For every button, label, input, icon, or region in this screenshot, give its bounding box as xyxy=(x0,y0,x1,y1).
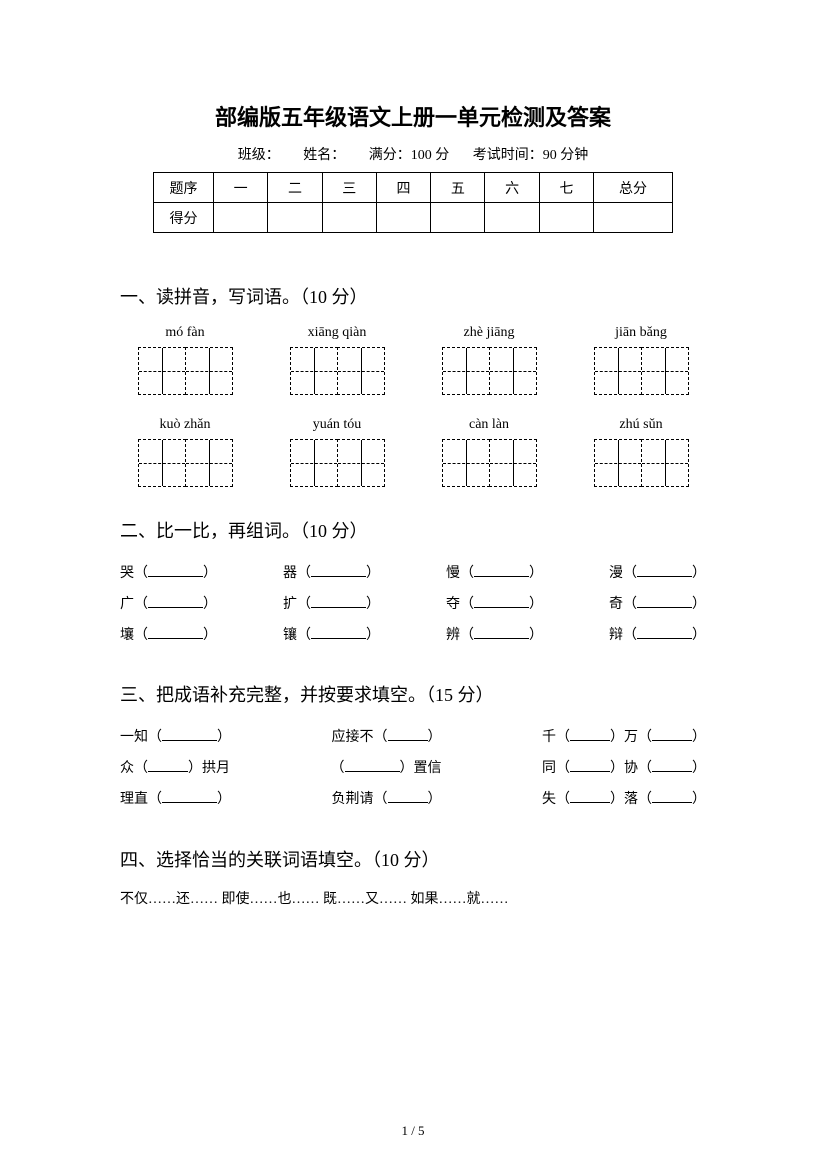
pinyin-group: zhè jiāng xyxy=(424,325,554,395)
idiom-row: 理直（） 负荆请（） 失（）落（） xyxy=(120,785,706,816)
idiom-section: 一知（） 应接不（） 千（）万（） 众（）拱月 （）置信 同（）协（） 理直（）… xyxy=(120,723,706,815)
pinyin-group: yuán tóu xyxy=(272,417,402,487)
write-box[interactable] xyxy=(424,347,554,395)
table-cell[interactable] xyxy=(485,203,539,233)
compare-row: 哭（） 器（） 慢（） 漫（） xyxy=(120,559,706,590)
pinyin-text: jiān bǎng xyxy=(576,325,706,341)
table-row: 题序 一 二 三 四 五 六 七 总分 xyxy=(154,173,673,203)
conjunction-options: 不仅……还…… 即使……也…… 既……又…… 如果……就…… xyxy=(120,888,706,908)
page-title: 部编版五年级语文上册一单元检测及答案 xyxy=(120,100,706,132)
table-cell[interactable] xyxy=(214,203,268,233)
idiom-item: 众（）拱月 xyxy=(120,754,230,785)
pinyin-text: càn làn xyxy=(424,417,554,433)
compare-item: 辩（） xyxy=(609,621,706,652)
table-cell: 二 xyxy=(268,173,322,203)
pinyin-row: mó fàn xiāng qiàn zhè jiāng jiān bǎng xyxy=(120,325,706,395)
idiom-item: 负荆请（） xyxy=(332,785,442,816)
table-cell: 七 xyxy=(539,173,593,203)
idiom-item: 同（）协（） xyxy=(542,754,706,785)
table-cell: 题序 xyxy=(154,173,214,203)
class-label: 班级： xyxy=(238,148,280,163)
table-cell: 五 xyxy=(431,173,485,203)
pinyin-section: mó fàn xiāng qiàn zhè jiāng jiān bǎng ku… xyxy=(120,325,706,487)
compare-item: 漫（） xyxy=(609,559,706,590)
table-cell[interactable] xyxy=(539,203,593,233)
table-cell[interactable] xyxy=(376,203,430,233)
pinyin-text: yuán tóu xyxy=(272,417,402,433)
pinyin-text: zhú sǔn xyxy=(576,417,706,433)
write-box[interactable] xyxy=(576,439,706,487)
compare-row: 广（） 扩（） 夺（） 奇（） xyxy=(120,590,706,621)
compare-item: 壤（） xyxy=(120,621,217,652)
table-cell: 六 xyxy=(485,173,539,203)
fullscore-label: 满分：100 分 xyxy=(369,148,450,163)
write-box[interactable] xyxy=(120,439,250,487)
idiom-row: 众（）拱月 （）置信 同（）协（） xyxy=(120,754,706,785)
table-cell[interactable] xyxy=(594,203,673,233)
table-cell[interactable] xyxy=(431,203,485,233)
section4-heading: 四、选择恰当的关联词语填空。（10 分） xyxy=(120,846,706,872)
compare-item: 哭（） xyxy=(120,559,217,590)
compare-item: 器（） xyxy=(283,559,380,590)
table-cell[interactable] xyxy=(268,203,322,233)
exam-info: 班级： 姓名： 满分：100 分 考试时间：90 分钟 xyxy=(120,144,706,164)
write-box[interactable] xyxy=(272,439,402,487)
compare-item: 奇（） xyxy=(609,590,706,621)
compare-section: 哭（） 器（） 慢（） 漫（） 广（） 扩（） 夺（） 奇（） 壤（） 镶（） … xyxy=(120,559,706,651)
idiom-row: 一知（） 应接不（） 千（）万（） xyxy=(120,723,706,754)
time-label: 考试时间：90 分钟 xyxy=(473,148,589,163)
pinyin-group: mó fàn xyxy=(120,325,250,395)
pinyin-group: jiān bǎng xyxy=(576,325,706,395)
pinyin-row: kuò zhǎn yuán tóu càn làn zhú sǔn xyxy=(120,417,706,487)
table-cell: 四 xyxy=(376,173,430,203)
table-cell: 总分 xyxy=(594,173,673,203)
pinyin-group: zhú sǔn xyxy=(576,417,706,487)
pinyin-text: xiāng qiàn xyxy=(272,325,402,341)
name-label: 姓名： xyxy=(303,148,345,163)
compare-item: 辨（） xyxy=(446,621,543,652)
idiom-item: 一知（） xyxy=(120,723,231,754)
compare-item: 夺（） xyxy=(446,590,543,621)
compare-item: 扩（） xyxy=(283,590,380,621)
table-cell: 得分 xyxy=(154,203,214,233)
pinyin-text: kuò zhǎn xyxy=(120,417,250,433)
score-table: 题序 一 二 三 四 五 六 七 总分 得分 xyxy=(153,172,673,233)
compare-item: 镶（） xyxy=(283,621,380,652)
idiom-item: 理直（） xyxy=(120,785,231,816)
write-box[interactable] xyxy=(424,439,554,487)
compare-item: 广（） xyxy=(120,590,217,621)
section1-heading: 一、读拼音，写词语。（10 分） xyxy=(120,283,706,309)
pinyin-text: zhè jiāng xyxy=(424,325,554,341)
table-cell: 一 xyxy=(214,173,268,203)
compare-item: 慢（） xyxy=(446,559,543,590)
section3-heading: 三、把成语补充完整，并按要求填空。（15 分） xyxy=(120,681,706,707)
pinyin-group: càn làn xyxy=(424,417,554,487)
pinyin-text: mó fàn xyxy=(120,325,250,341)
table-row: 得分 xyxy=(154,203,673,233)
compare-row: 壤（） 镶（） 辨（） 辩（） xyxy=(120,621,706,652)
write-box[interactable] xyxy=(120,347,250,395)
idiom-item: 千（）万（） xyxy=(542,723,706,754)
pinyin-group: xiāng qiàn xyxy=(272,325,402,395)
write-box[interactable] xyxy=(576,347,706,395)
table-cell: 三 xyxy=(322,173,376,203)
idiom-item: 应接不（） xyxy=(332,723,442,754)
section2-heading: 二、比一比，再组词。（10 分） xyxy=(120,517,706,543)
page-number: 1 / 5 xyxy=(0,1123,826,1139)
pinyin-group: kuò zhǎn xyxy=(120,417,250,487)
idiom-item: （）置信 xyxy=(331,754,442,785)
idiom-item: 失（）落（） xyxy=(542,785,706,816)
write-box[interactable] xyxy=(272,347,402,395)
table-cell[interactable] xyxy=(322,203,376,233)
